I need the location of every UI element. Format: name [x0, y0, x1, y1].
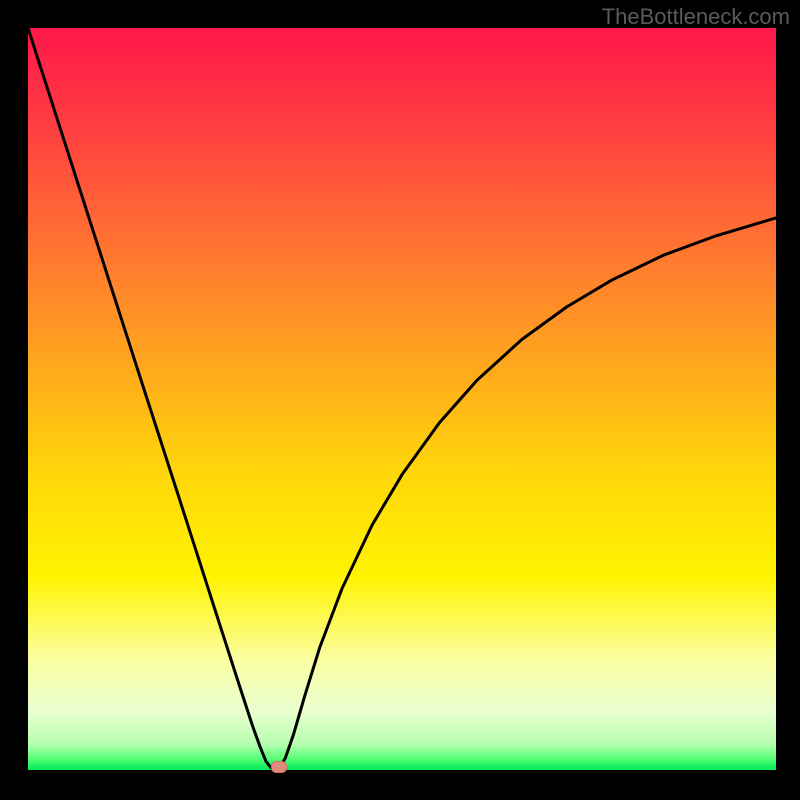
attribution-text: TheBottleneck.com	[602, 4, 790, 30]
chart-frame: TheBottleneck.com	[0, 0, 800, 800]
bottleneck-curve	[28, 28, 776, 770]
plot-area	[28, 28, 776, 770]
optimal-point-marker	[271, 761, 287, 773]
